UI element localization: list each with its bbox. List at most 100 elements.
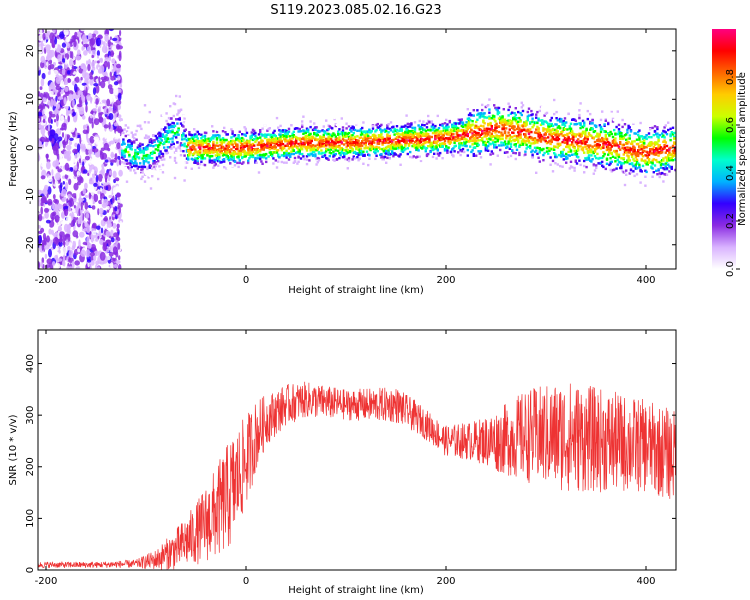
heatmap-cell bbox=[259, 153, 262, 157]
heatmap-cell bbox=[569, 149, 573, 152]
heatmap-cell bbox=[347, 123, 351, 126]
heatmap-cell bbox=[505, 127, 508, 130]
heatmap-cell bbox=[122, 141, 125, 145]
heatmap-cell bbox=[550, 140, 553, 144]
heatmap-cell bbox=[315, 138, 318, 142]
heatmap-cell bbox=[553, 132, 556, 135]
heatmap-cell bbox=[40, 55, 46, 64]
heatmap-cell bbox=[38, 235, 42, 244]
heatmap-cell bbox=[205, 149, 208, 152]
heatmap-cell bbox=[501, 118, 504, 121]
heatmap-cell bbox=[388, 134, 391, 138]
heatmap-cell bbox=[213, 148, 216, 151]
heatmap-cell bbox=[148, 154, 151, 157]
heatmap-cell bbox=[561, 165, 564, 168]
heatmap-cell bbox=[86, 94, 92, 101]
heatmap-cell bbox=[172, 142, 175, 146]
heatmap-cell bbox=[107, 84, 113, 90]
heatmap-cell bbox=[172, 153, 175, 157]
heatmap-cell bbox=[298, 148, 301, 151]
heatmap-cell bbox=[250, 146, 253, 149]
heatmap-cell bbox=[76, 143, 81, 153]
heatmap-cell bbox=[595, 156, 598, 160]
heatmap-cell bbox=[215, 151, 219, 154]
heatmap-cell bbox=[517, 131, 520, 134]
heatmap-cell bbox=[283, 163, 286, 167]
heatmap-cell bbox=[74, 260, 80, 266]
heatmap-cell bbox=[101, 99, 108, 104]
heatmap-cell bbox=[388, 137, 391, 140]
heatmap-cell bbox=[200, 133, 203, 136]
heatmap-cell bbox=[593, 155, 597, 158]
heatmap-cell bbox=[315, 132, 318, 135]
heatmap-cell bbox=[197, 132, 201, 136]
heatmap-cell bbox=[261, 155, 264, 159]
heatmap-cell bbox=[440, 130, 443, 133]
heatmap-cell bbox=[533, 141, 537, 145]
heatmap-cell bbox=[391, 140, 394, 143]
heatmap-cell bbox=[447, 146, 450, 149]
heatmap-cell bbox=[179, 154, 183, 157]
heatmap-cell bbox=[247, 161, 250, 164]
heatmap-cell bbox=[357, 148, 360, 151]
heatmap-cell bbox=[507, 140, 510, 143]
heatmap-cell bbox=[415, 112, 418, 115]
heatmap-cell bbox=[245, 169, 249, 172]
heatmap-cell bbox=[517, 141, 520, 144]
heatmap-cell bbox=[317, 152, 321, 155]
heatmap-cell bbox=[87, 172, 90, 176]
heatmap-cell bbox=[455, 131, 459, 134]
heatmap-cell bbox=[237, 149, 240, 153]
heatmap-cell bbox=[155, 162, 159, 166]
heatmap-cell bbox=[262, 122, 265, 126]
heatmap-cell bbox=[503, 140, 507, 143]
heatmap-cell bbox=[118, 159, 122, 166]
heatmap-cell bbox=[157, 173, 160, 177]
heatmap-cell bbox=[478, 116, 481, 119]
heatmap-cell bbox=[118, 169, 123, 177]
heatmap-cell bbox=[296, 127, 299, 130]
heatmap-cell bbox=[48, 111, 53, 115]
heatmap-cell bbox=[394, 153, 397, 156]
heatmap-cell bbox=[555, 133, 558, 136]
heatmap-cell bbox=[305, 158, 309, 161]
heatmap-cell bbox=[493, 135, 496, 138]
heatmap-cell bbox=[227, 159, 231, 162]
heatmap-cell bbox=[253, 137, 256, 141]
heatmap-cell bbox=[461, 133, 465, 136]
heatmap-cell bbox=[555, 123, 558, 126]
heatmap-cell bbox=[533, 150, 537, 154]
heatmap-cell bbox=[590, 160, 593, 163]
heatmap-cell bbox=[40, 127, 46, 135]
heatmap-cell bbox=[436, 114, 439, 118]
heatmap-cell bbox=[253, 165, 256, 168]
heatmap-cell bbox=[352, 126, 355, 129]
heatmap-cell bbox=[457, 151, 460, 154]
heatmap-cell bbox=[435, 136, 438, 139]
heatmap-cell bbox=[58, 249, 61, 254]
heatmap-cell bbox=[171, 137, 174, 140]
heatmap-cell bbox=[125, 113, 129, 116]
heatmap-cell bbox=[286, 132, 289, 136]
heatmap-cell bbox=[577, 149, 580, 152]
heatmap-cell bbox=[124, 149, 127, 152]
heatmap-cell bbox=[287, 152, 291, 155]
heatmap-cell bbox=[327, 124, 330, 127]
heatmap-cell bbox=[115, 260, 121, 264]
heatmap-cell bbox=[524, 124, 527, 128]
heatmap-cell bbox=[53, 133, 59, 142]
heatmap-cell bbox=[289, 135, 292, 138]
heatmap-cell bbox=[149, 144, 153, 147]
heatmap-cell bbox=[595, 124, 598, 128]
heatmap-cell bbox=[346, 148, 349, 152]
heatmap-cell bbox=[236, 147, 239, 151]
heatmap-cell bbox=[580, 110, 583, 113]
heatmap-cell bbox=[335, 123, 339, 126]
heatmap-cell bbox=[95, 37, 102, 47]
heatmap-cell bbox=[213, 163, 216, 166]
heatmap-cell bbox=[121, 129, 124, 132]
heatmap-cell bbox=[518, 116, 521, 120]
heatmap-cell bbox=[90, 255, 94, 261]
heatmap-cell bbox=[177, 106, 180, 109]
heatmap-cell bbox=[164, 170, 167, 173]
